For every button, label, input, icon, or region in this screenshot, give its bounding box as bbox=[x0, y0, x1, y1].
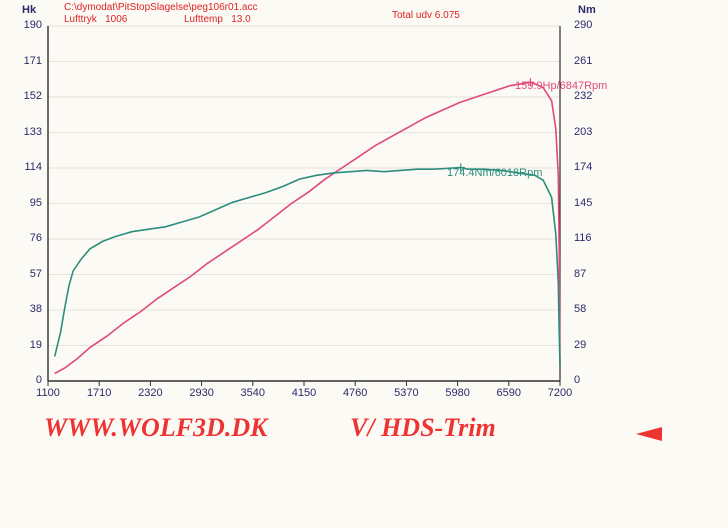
page-root: C:\dymodat\PitStopSlagelse\peg106r01.acc… bbox=[0, 0, 728, 528]
dyno-chart bbox=[0, 0, 728, 528]
watermark-text2: V/ HDS-Trim bbox=[350, 413, 496, 443]
arrow-icon bbox=[636, 427, 662, 446]
watermark-text1: WWW.WOLF3D.DK bbox=[44, 413, 267, 443]
